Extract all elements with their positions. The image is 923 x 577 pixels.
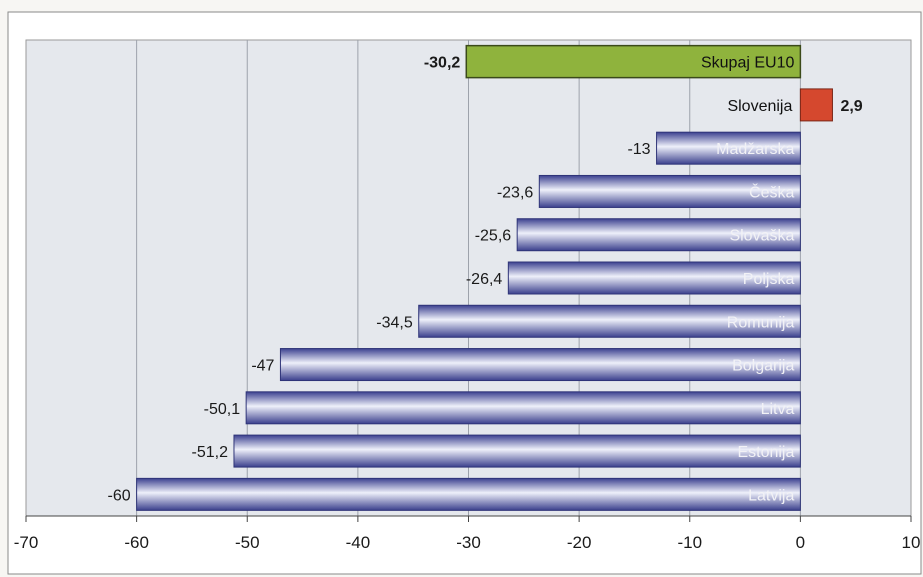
bar: [136, 477, 801, 511]
x-tick-label: -30: [456, 533, 481, 552]
bar: [245, 391, 801, 425]
category-labels: Skupaj EU10 Slovenija Madžarska Češka Slovaš…: [701, 55, 794, 505]
category-label: Skupaj EU10: [701, 55, 794, 72]
category-label: Romunija: [727, 314, 795, 331]
value-label: -50,1: [204, 401, 241, 418]
value-label: -30,2: [424, 55, 461, 72]
value-labels: -30,2 2,9 -13 -23,6 -25,6 -26,4 -34,5 -47 -50,1 -…: [108, 55, 863, 505]
bars: [136, 44, 833, 511]
value-label: -60: [108, 487, 131, 504]
category-label: Slovaška: [729, 228, 794, 245]
category-label: Latvija: [748, 487, 794, 504]
x-tick-label: -60: [124, 533, 149, 552]
x-tick-label: -70: [14, 533, 39, 552]
bar: [656, 131, 801, 165]
x-tick-label: -10: [677, 533, 702, 552]
bar: [233, 434, 801, 468]
bar: [279, 348, 801, 382]
bar: [507, 261, 801, 295]
x-axis: -70 -60 -50 -40 -30 -20 -10 0 10: [14, 515, 921, 552]
value-label: -13: [627, 141, 650, 158]
x-tick-label: 0: [796, 533, 805, 552]
x-tick-label: -50: [235, 533, 260, 552]
value-label: -25,6: [475, 228, 512, 245]
category-label: Slovenija: [727, 98, 792, 115]
category-label: Madžarska: [716, 141, 794, 158]
bar: [418, 304, 801, 338]
category-label: Litva: [761, 401, 795, 418]
value-label: -26,4: [466, 271, 503, 288]
category-label: Poljska: [743, 271, 795, 288]
bar: [516, 218, 801, 252]
bar-total: [465, 44, 802, 79]
value-label: 2,9: [840, 98, 862, 115]
bar: [538, 174, 801, 208]
x-tick-label: -20: [567, 533, 592, 552]
x-tick-label: -40: [346, 533, 371, 552]
value-label: -34,5: [376, 314, 413, 331]
category-label: Estonija: [737, 444, 794, 461]
category-label: Bolgarija: [732, 358, 794, 375]
value-label: -51,2: [192, 444, 229, 461]
category-label: Češka: [749, 182, 794, 201]
x-tick-label: 10: [902, 533, 921, 552]
value-label: -23,6: [497, 184, 534, 201]
value-label: -47: [251, 358, 274, 375]
bar-positive: [799, 88, 833, 122]
